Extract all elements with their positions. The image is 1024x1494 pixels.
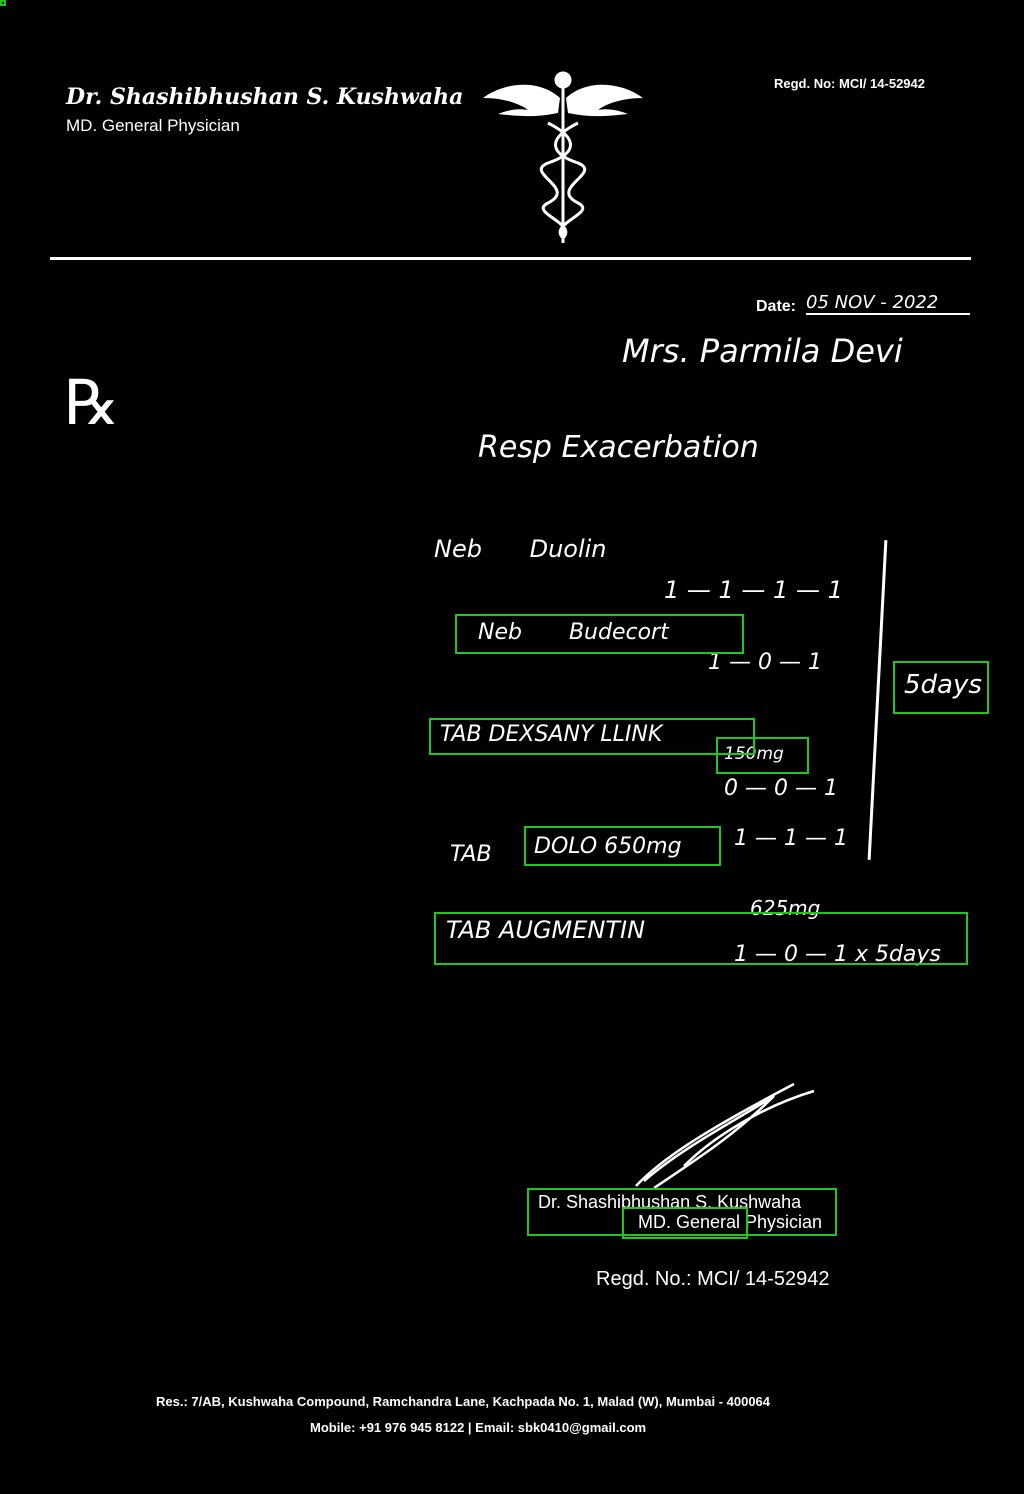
diagnosis: Resp Exacerbation: [478, 430, 759, 465]
date-value: 05 NOV - 2022: [806, 292, 970, 315]
header-regd-no: Regd. No: MCI/ 14-52942: [774, 76, 925, 91]
detection-box: [434, 912, 968, 965]
detection-box: [429, 718, 755, 755]
detection-box: [527, 1188, 837, 1236]
doctor-qualification: MD. General Physician: [66, 116, 240, 135]
footer-contact: Mobile: +91 976 945 8122 | Email: sbk041…: [310, 1420, 647, 1435]
rx-line-5-extra: 625mg: [750, 896, 821, 920]
rx-line-3-text: TAB DEXSANY LLINK: [440, 722, 663, 747]
detection-box: [622, 1207, 748, 1239]
rx-line-1-text: Neb: [434, 535, 482, 563]
date-label: Date:: [756, 298, 797, 315]
detection-box: [893, 661, 989, 714]
rx-line-1-extra: Duolin: [529, 535, 607, 563]
rx-symbol: ℞: [64, 366, 120, 439]
duration-bracket: [867, 540, 888, 860]
stamp-regd-no: Regd. No.: MCI/ 14-52942: [596, 1268, 830, 1290]
patient-name: Mrs. Parmila Devi: [622, 332, 903, 370]
rx-line-5-dose: 1 — 0 — 1 x 5days: [734, 942, 941, 967]
rx-line-5-text: TAB AUGMENTIN: [446, 916, 646, 944]
header-divider: [50, 257, 971, 260]
rx-line-3-dose: 0 — 0 — 1: [724, 776, 838, 801]
stamp-qualification: MD. General Physician: [638, 1212, 823, 1232]
rx-line-4-text: TAB: [450, 842, 492, 867]
rx-line-4-extra: DOLO 650mg: [534, 834, 682, 859]
rx-line-2-extra: Budecort: [568, 620, 669, 645]
signature: [635, 1082, 815, 1190]
rx-line-2-dose: 1 — 0 — 1: [708, 650, 822, 675]
corner-marker: [0, 0, 6, 6]
detection-box: [716, 737, 809, 774]
doctor-name: Dr. Shashibhushan S. Kushwaha: [66, 84, 464, 110]
duration-label: 5days: [904, 670, 982, 700]
rx-line-4-dose: 1 — 1 — 1: [734, 826, 848, 851]
caduceus-icon: [483, 71, 643, 243]
detection-box: [524, 826, 721, 866]
footer-address: Res.: 7/AB, Kushwaha Compound, Ramchandr…: [156, 1394, 771, 1409]
rx-line-1-dose: 1 — 1 — 1 — 1: [664, 576, 843, 604]
detection-box: [455, 614, 744, 654]
rx-line-2-text: Neb: [478, 620, 522, 645]
rx-line-1: Neb Duolin: [434, 535, 607, 563]
rx-line-2: Neb Budecort: [478, 620, 669, 645]
